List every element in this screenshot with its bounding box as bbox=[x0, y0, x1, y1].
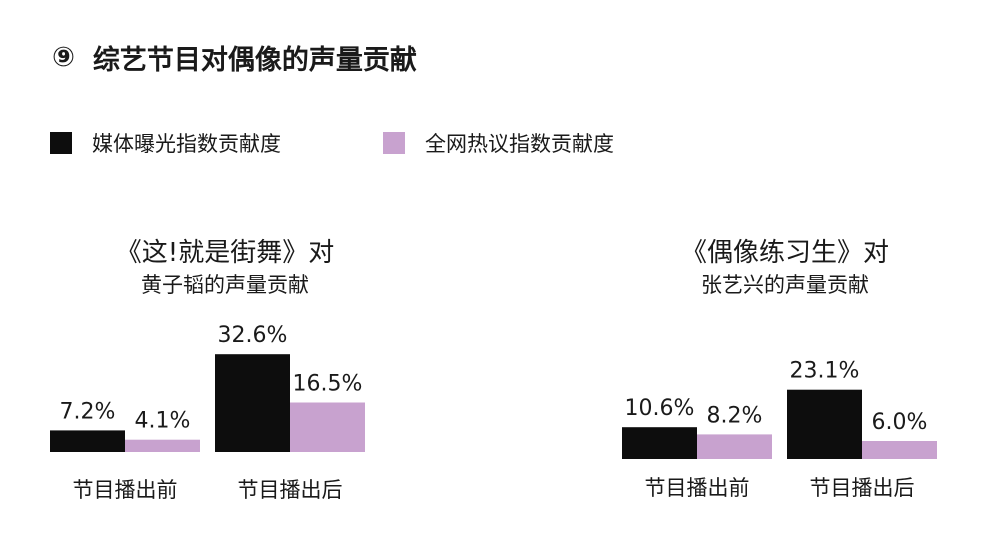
data-label: 23.1% bbox=[790, 359, 860, 384]
chart-title-line2: 黄子韬的声量贡献 bbox=[141, 273, 309, 297]
chart-title-line1: 《这!就是街舞》对 bbox=[115, 238, 335, 268]
legend-item-discussion: 全网热议指数贡献度 bbox=[383, 128, 614, 158]
data-label: 4.1% bbox=[135, 409, 191, 434]
legend-swatch-discussion bbox=[383, 132, 405, 154]
bar bbox=[622, 427, 697, 459]
legend-label-media: 媒体曝光指数贡献度 bbox=[92, 132, 281, 156]
chart-title-line2: 张艺兴的声量贡献 bbox=[701, 273, 869, 297]
bar bbox=[290, 402, 365, 452]
page-title-text: 综艺节目对偶像的声量贡献 bbox=[92, 45, 417, 76]
data-label: 10.6% bbox=[625, 396, 695, 421]
chart-title-line1: 《偶像练习生》对 bbox=[680, 238, 889, 268]
page-title: ⑨ 综艺节目对偶像的声量贡献 bbox=[52, 38, 417, 77]
data-label: 7.2% bbox=[60, 399, 116, 424]
legend-swatch-media bbox=[50, 132, 72, 154]
category-label: 节目播出前 bbox=[73, 478, 178, 502]
data-label: 16.5% bbox=[293, 372, 363, 397]
bar bbox=[50, 430, 125, 452]
category-label: 节目播出前 bbox=[645, 476, 750, 500]
bar bbox=[787, 389, 862, 459]
data-label: 6.0% bbox=[872, 410, 928, 435]
chart-title-street-dance: 《这!就是街舞》对 黄子韬的声量贡献 bbox=[85, 236, 365, 300]
chart-title-idol-producer: 《偶像练习生》对 张艺兴的声量贡献 bbox=[650, 236, 920, 300]
category-label: 节目播出后 bbox=[810, 476, 915, 500]
bar bbox=[862, 441, 937, 459]
data-label: 8.2% bbox=[707, 403, 763, 428]
bar bbox=[697, 434, 772, 459]
bar bbox=[215, 354, 290, 452]
legend-item-media: 媒体曝光指数贡献度 bbox=[50, 128, 281, 158]
data-label: 32.6% bbox=[218, 323, 288, 348]
category-label: 节目播出后 bbox=[238, 478, 343, 502]
section-number: ⑨ bbox=[52, 42, 75, 73]
bar bbox=[125, 439, 200, 452]
legend-label-discussion: 全网热议指数贡献度 bbox=[425, 132, 614, 156]
